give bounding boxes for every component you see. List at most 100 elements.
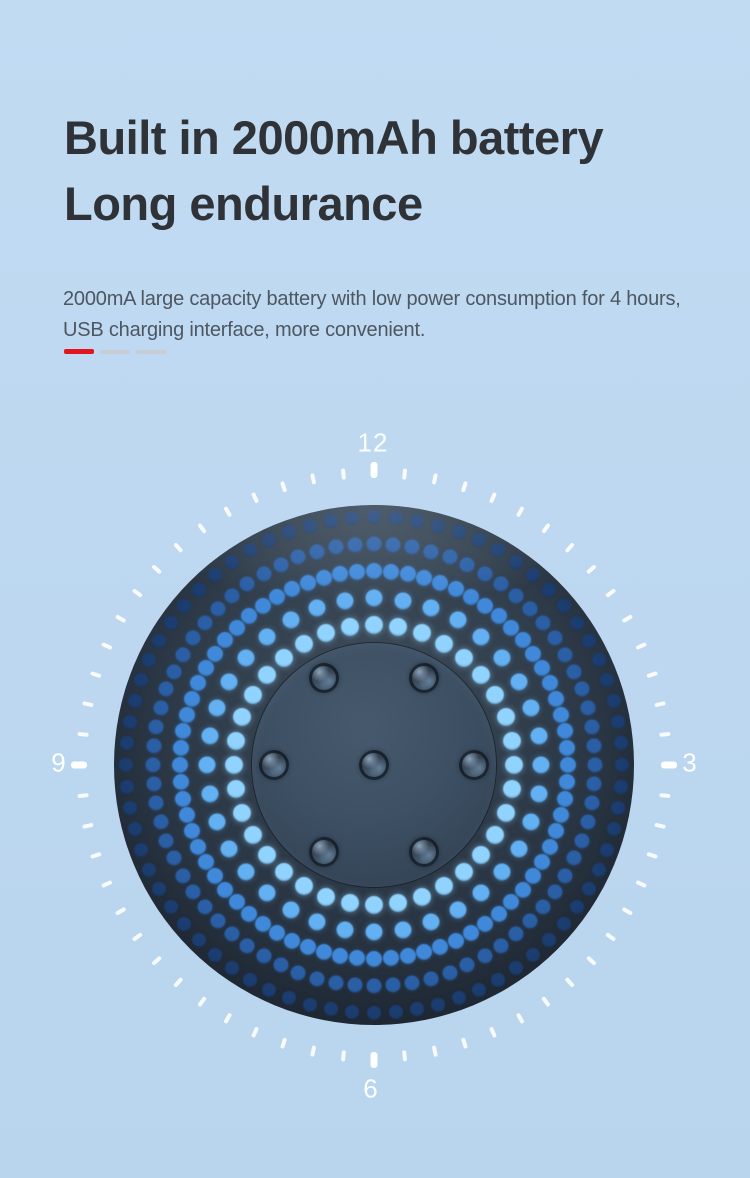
tick-mark (250, 491, 260, 504)
led-dot (302, 997, 317, 1012)
led-dot (522, 601, 538, 617)
led-dot (508, 588, 524, 604)
led-dot (455, 648, 473, 667)
led-dot (269, 925, 285, 941)
led-dot (522, 913, 538, 929)
led-dot (122, 714, 137, 729)
led-dot (566, 664, 582, 680)
led-dot (142, 862, 157, 877)
tick-mark (250, 1026, 260, 1039)
tick-mark-major (370, 462, 378, 478)
led-dot (315, 944, 332, 961)
led-dot (198, 660, 214, 676)
led-dot (399, 565, 416, 582)
led-dot (295, 877, 313, 896)
led-dot (224, 961, 239, 976)
led-dot (174, 790, 191, 807)
led-dot (451, 991, 466, 1005)
led-dot (366, 978, 382, 994)
led-dot (190, 839, 207, 855)
tick-mark (654, 822, 666, 829)
led-dot (308, 913, 326, 931)
led-dot (152, 634, 167, 648)
tick-mark (82, 822, 94, 829)
led-dot (557, 917, 571, 932)
led-dot (530, 727, 547, 745)
led-dot (486, 826, 505, 844)
led-dot (210, 601, 226, 617)
tick-mark-major (661, 761, 677, 769)
clock-label-3: 3 (682, 747, 698, 778)
tick-mark (431, 473, 438, 485)
led-dot (611, 801, 626, 816)
led-dot (340, 893, 359, 912)
led-dot (557, 868, 573, 883)
led-dot (225, 756, 243, 774)
led-dot (422, 599, 440, 617)
led-dot (345, 510, 360, 525)
led-dot (382, 563, 399, 580)
led-dot (496, 803, 515, 822)
tick-mark (89, 671, 102, 679)
led-dot (336, 921, 354, 938)
led-dot (522, 813, 540, 831)
led-dot (191, 582, 206, 597)
led-dot (308, 599, 326, 617)
led-dot (570, 615, 585, 630)
led-dot (302, 518, 317, 533)
led-dot (581, 634, 596, 648)
led-dot (510, 840, 528, 857)
led-dot (535, 615, 551, 631)
led-dot (145, 757, 161, 773)
led-dot (404, 539, 420, 555)
led-dot (366, 536, 382, 552)
tick-mark-major (71, 761, 87, 769)
led-dot (284, 932, 300, 949)
led-dot (269, 589, 285, 605)
led-dot (239, 938, 255, 954)
led-dot (503, 894, 520, 911)
led-dot (432, 574, 449, 591)
carousel-dash-active (64, 349, 94, 354)
carousel-indicator (64, 349, 166, 354)
led-dot (472, 666, 491, 684)
led-dot (522, 699, 540, 717)
led-dot (243, 686, 262, 704)
led-dot (399, 948, 416, 965)
led-dot (282, 525, 297, 539)
led-dot (328, 539, 344, 555)
tick-mark (460, 1037, 468, 1050)
led-dot (509, 961, 524, 976)
led-dot (455, 863, 473, 882)
led-dot (254, 915, 271, 932)
led-dot (442, 965, 458, 981)
led-dot (532, 756, 550, 774)
led-dot (410, 1002, 425, 1017)
led-dot (275, 863, 293, 882)
led-dot (491, 543, 505, 558)
led-dot (365, 923, 383, 941)
tick-mark (82, 701, 94, 708)
led-dot (134, 673, 148, 688)
led-dot (207, 868, 224, 885)
led-dot (153, 700, 168, 716)
led-dot (201, 785, 218, 803)
led-dot (570, 900, 585, 915)
tick-mark (280, 1037, 288, 1050)
led-dot (534, 854, 550, 870)
led-dot (336, 592, 354, 609)
led-dot (208, 699, 226, 717)
led-dot (207, 568, 222, 582)
tick-mark (659, 793, 671, 799)
tick-mark (100, 641, 113, 651)
led-dot (412, 887, 431, 906)
led-dot (534, 660, 550, 676)
led-dot (535, 899, 551, 915)
inner-control-panel (252, 643, 496, 887)
led-dot (404, 975, 420, 991)
led-dot (175, 868, 191, 883)
led-dot (615, 758, 629, 772)
tick-mark (646, 671, 659, 679)
led-dot (127, 693, 142, 708)
